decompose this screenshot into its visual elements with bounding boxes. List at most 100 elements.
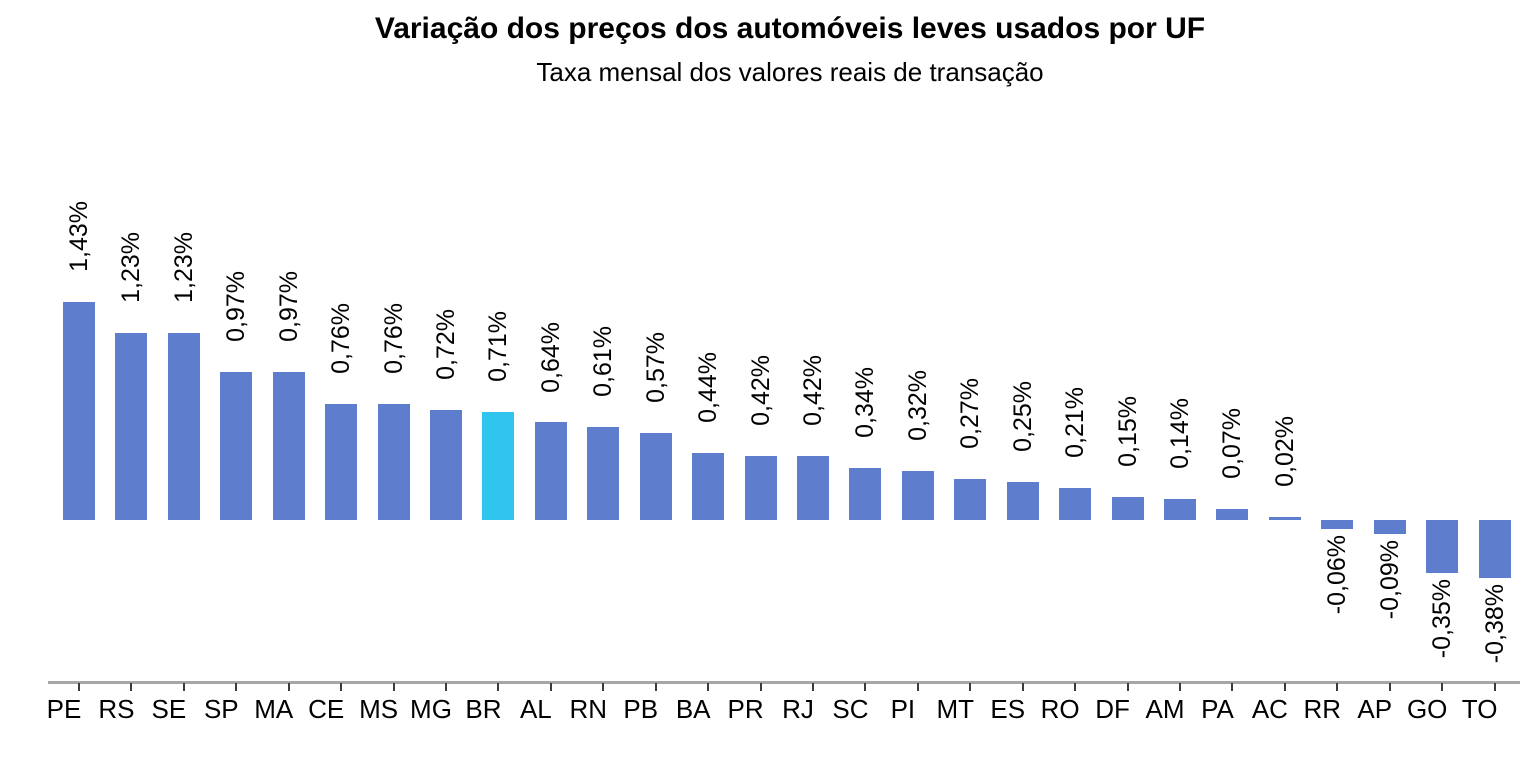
x-axis-label-pa: PA [1201,694,1234,724]
x-axis-label-ap: AP [1357,694,1393,724]
x-axis-label-al: AL [519,694,552,724]
bar-br [482,411,515,520]
x-axis-label-sc: SC [832,694,869,724]
bar-to [1478,520,1511,578]
x-axis-tick [445,683,447,691]
x-axis-label-ba: BA [675,694,711,724]
bar-se [167,332,200,520]
bar-pr [744,455,777,520]
x-axis-label-df: DF [1095,694,1130,724]
bar-value-label: 0,64% [536,321,565,393]
bar-value-label: 0,97% [222,271,251,343]
bar-value-label: 0,44% [694,352,723,423]
x-axis-tick [1441,683,1444,691]
bar-value-label: 0,07% [1218,408,1247,480]
bar-value-label: -0,06% [1323,535,1352,615]
bar-df [1111,497,1144,520]
x-axis-label-se: SE [151,694,187,724]
bar-value-label: 0,32% [903,370,932,442]
x-axis-tick [1493,683,1496,691]
x-axis-label-br: BR [465,694,502,724]
x-axis-tick [707,683,710,691]
x-axis-label-rj: RJ [782,694,814,724]
bar-ac [1268,516,1301,520]
x-axis-tick [916,683,919,691]
x-axis-tick [497,683,500,691]
bar-value-label: 0,02% [1270,416,1299,487]
x-axis-label-ce: CE [308,694,345,724]
x-axis-line [48,681,1520,684]
chart-subtitle: Taxa mensal dos valores reais de transaç… [536,57,1044,87]
bar-mg [430,410,462,520]
x-axis-tick [812,683,815,691]
x-axis-tick [759,683,762,691]
x-axis-label-mt: MT [936,694,975,724]
x-axis-tick [1388,683,1391,691]
bar-value-label: -0,35% [1428,579,1457,659]
x-axis-label-ac: AC [1251,694,1288,724]
x-axis-label-rr: RR [1303,694,1342,724]
x-axis-label-ma: MA [254,694,294,724]
x-axis-tick [182,683,185,691]
bar-sc [849,468,882,520]
chart-title: Variação dos preços dos automóveis leves… [374,12,1206,45]
bar-ma [272,372,305,520]
bar-ba [692,452,725,520]
x-axis-tick [1283,683,1286,691]
bar-rr [1321,520,1354,530]
x-axis-label-pe: PE [46,694,82,724]
bar-ro [1059,487,1092,520]
bar-value-label: 0,72% [432,309,460,381]
x-axis-tick [1179,683,1182,691]
bar-value-label: 0,76% [379,303,408,375]
x-axis-tick [549,683,552,691]
x-axis-label-to: TO [1461,694,1498,724]
bar-go [1426,520,1459,574]
bar-es [1006,481,1039,520]
x-axis-tick [1336,683,1339,691]
bar-pi [901,471,934,520]
x-axis-tick [78,683,80,691]
bar-value-label: -0,38% [1480,583,1509,664]
x-axis-label-sp: SP [203,694,239,724]
x-axis-label-mg: MG [410,694,452,724]
bar-al [534,422,567,520]
x-axis-label-es: ES [990,694,1026,724]
bar-value-label: 0,27% [956,377,985,449]
bar-value-label: 1,43% [65,201,93,273]
bar-value-label: 0,71% [484,310,513,382]
bar-pe [63,302,95,520]
x-axis-label-ro: RO [1040,694,1080,724]
x-axis-label-rn: RN [569,694,608,724]
x-axis-tick [130,683,133,691]
bar-rs [115,332,148,520]
bar-rn [587,427,620,520]
bar-pa [1216,509,1249,520]
x-axis-tick [287,683,290,691]
bar-mt [954,478,987,520]
x-axis-label-am: AM [1145,694,1185,724]
x-axis-tick [1126,683,1129,691]
x-axis-label-ms: MS [359,694,399,724]
x-axis-label-pb: PB [623,694,659,724]
x-axis-tick [1021,683,1024,691]
bar-value-label: 0,76% [327,303,356,375]
x-axis-tick [1074,683,1077,691]
x-axis-tick [1231,683,1234,691]
bar-am [1164,498,1197,520]
x-axis-tick [392,683,395,691]
bar-ce [325,404,358,520]
bar-value-label: 0,21% [1061,387,1090,458]
x-axis-tick [602,683,605,691]
bar-ms [377,404,410,520]
bar-value-label: 0,57% [641,332,670,404]
bar-value-label: 0,25% [1008,381,1037,452]
bar-value-label: 0,42% [799,355,828,426]
x-axis-tick [654,683,657,691]
bar-pb [639,433,672,520]
bar-value-label: -0,09% [1375,539,1404,619]
bar-ap [1373,520,1406,534]
bar-rj [797,455,830,520]
